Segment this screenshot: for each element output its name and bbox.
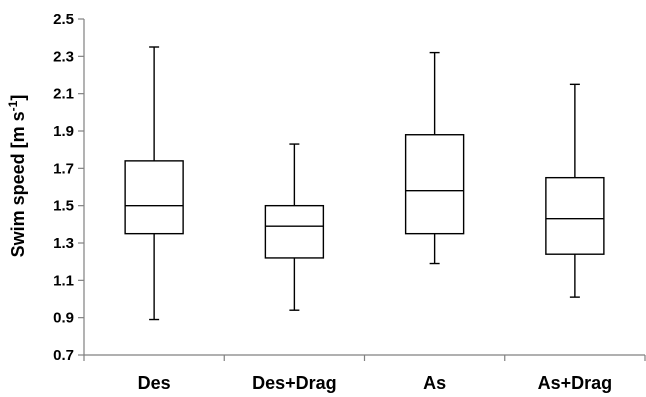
y-tick-label: 1.3 [53, 235, 74, 252]
y-tick-label: 1.1 [53, 272, 74, 289]
y-axis-title-superscript: -1 [6, 100, 20, 111]
y-tick-label: 1.7 [53, 160, 74, 177]
y-tick-label: 0.7 [53, 347, 74, 364]
interquartile-box [404, 134, 465, 235]
x-axis: Des Des+Drag As As+Drag [83, 354, 646, 393]
y-tick-label: 1.5 [53, 198, 74, 215]
y-tick-label: 2.3 [53, 48, 74, 65]
y-axis-title: Swim speed [m s-1] [6, 95, 28, 258]
box-des [124, 46, 184, 321]
y-axis-title-close: ] [8, 95, 28, 101]
y-tick-label: 2.5 [53, 11, 74, 28]
interquartile-box [124, 160, 184, 235]
x-category-label: As+Drag [538, 373, 613, 393]
y-tick-label: 2.1 [53, 86, 74, 103]
y-tick-label: 0.9 [53, 310, 74, 327]
x-category-label: Des+Drag [252, 373, 337, 393]
box-as [404, 51, 465, 265]
y-axis: 0.7 0.9 1.1 1.3 1.5 1.7 1.9 2.1 2.3 2.5 [53, 11, 85, 364]
interquartile-box [545, 176, 605, 255]
y-axis-title-main: Swim speed [m s [8, 111, 28, 257]
x-category-label: As [423, 373, 446, 393]
box-as-drag [545, 83, 605, 298]
box-des-drag [264, 143, 325, 311]
x-category-label: Des [138, 373, 171, 393]
box-series [124, 46, 605, 321]
interquartile-box [264, 204, 325, 259]
y-tick-label: 1.9 [53, 123, 74, 140]
